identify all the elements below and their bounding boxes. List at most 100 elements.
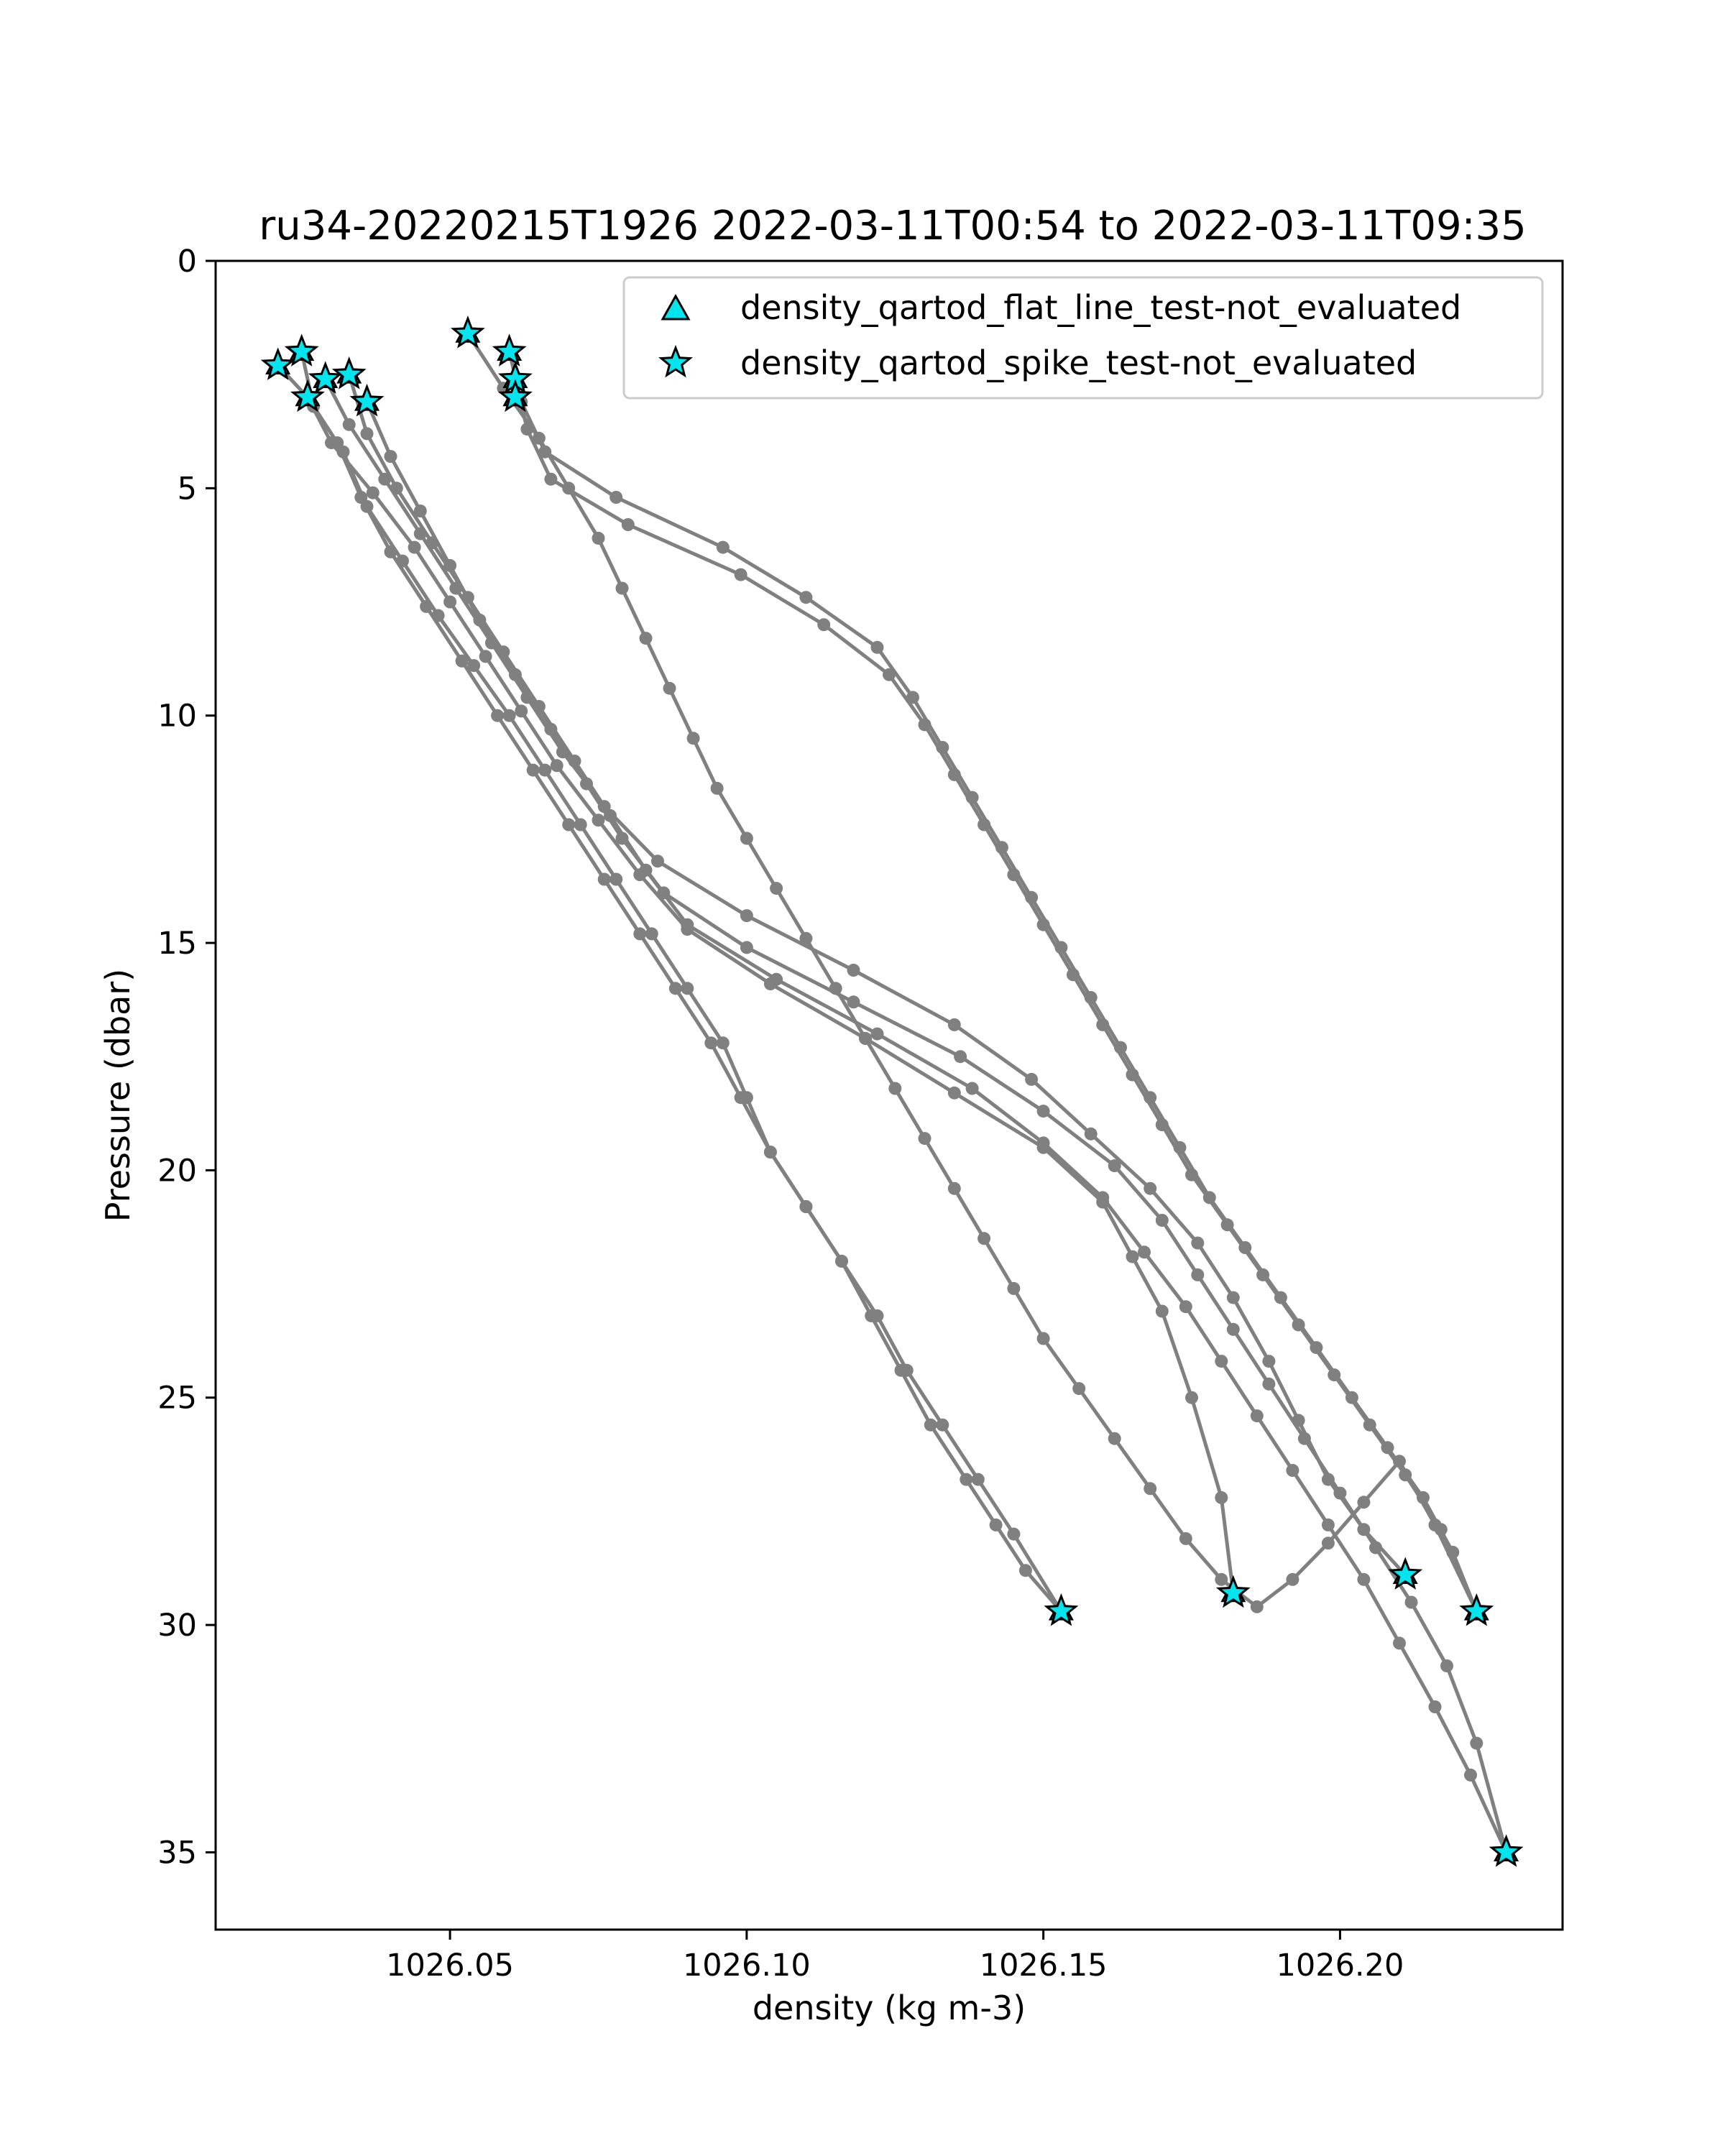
data-point: [1215, 1355, 1228, 1368]
data-point: [740, 909, 753, 923]
spike-star-marker: [1388, 1557, 1423, 1590]
data-point: [544, 722, 558, 736]
data-point: [1470, 1736, 1484, 1750]
data-point: [526, 763, 540, 777]
data-point: [1007, 1281, 1021, 1295]
data-point: [1036, 1105, 1050, 1118]
data-point: [1292, 1318, 1305, 1332]
data-point: [1144, 1482, 1157, 1496]
data-point: [1250, 1600, 1264, 1613]
data-point: [883, 668, 896, 681]
data-point: [770, 882, 783, 895]
data-point: [479, 650, 492, 663]
spike-star-marker: [1489, 1834, 1524, 1867]
spike-star-marker: [1215, 1575, 1251, 1608]
data-point: [615, 581, 629, 595]
data-point: [1440, 1659, 1453, 1672]
data-point: [1155, 1304, 1169, 1318]
data-point: [491, 709, 505, 722]
qc-markers: [260, 315, 1524, 1867]
data-point: [1399, 1468, 1412, 1482]
data-point: [960, 1473, 973, 1486]
y-tick-label: 0: [178, 244, 197, 280]
data-point: [592, 814, 605, 827]
data-point: [799, 931, 813, 945]
data-point: [1357, 1572, 1371, 1586]
data-point: [947, 1181, 961, 1195]
data-point: [574, 818, 587, 831]
data-point: [965, 1082, 979, 1095]
data-point: [799, 1200, 813, 1213]
x-tick-label: 1026.20: [1276, 1948, 1404, 1984]
x-tick-label: 1026.05: [386, 1948, 514, 1984]
data-point: [716, 1036, 730, 1050]
axes-frame: [214, 259, 1564, 1931]
data-point: [870, 1027, 884, 1041]
data-point: [1126, 1068, 1139, 1082]
data-point: [918, 1132, 932, 1146]
data-point: [740, 831, 753, 845]
data-point: [1066, 968, 1080, 982]
data-point: [835, 1254, 848, 1268]
legend-star-marker: [658, 344, 693, 378]
legend-box: [622, 276, 1544, 400]
y-tick-label: 30: [157, 1608, 197, 1644]
data-point: [829, 982, 842, 995]
data-point: [1297, 1432, 1311, 1445]
data-point: [580, 777, 593, 791]
data-point: [1369, 1541, 1382, 1554]
data-point: [325, 436, 338, 450]
data-point: [1108, 1432, 1121, 1445]
spike-star-marker: [450, 315, 485, 349]
y-tick-label: 20: [157, 1153, 197, 1189]
spike-star-marker: [284, 333, 319, 367]
data-point: [817, 618, 831, 632]
data-point: [1286, 1464, 1300, 1477]
data-point: [870, 640, 884, 654]
data-point: [1393, 1636, 1406, 1650]
x-tick-label: 1026.15: [980, 1948, 1108, 1984]
data-point: [710, 781, 724, 795]
data-point: [645, 927, 658, 941]
data-point: [1072, 1382, 1086, 1396]
data-point: [1357, 1496, 1371, 1509]
data-point: [763, 1146, 777, 1159]
data-point: [1434, 1523, 1448, 1537]
data-point: [342, 418, 356, 431]
data-point: [1185, 1391, 1198, 1404]
data-point: [1138, 1245, 1151, 1259]
legend-entry-flat-line: density_qartod_flat_line_test-not_evalua…: [740, 288, 1461, 327]
data-point: [668, 982, 682, 995]
data-point: [770, 972, 783, 986]
data-point: [734, 1091, 748, 1105]
data-point: [508, 668, 522, 681]
data-point: [686, 732, 700, 745]
data-point: [1262, 1355, 1276, 1368]
data-point: [515, 704, 528, 718]
data-point: [847, 995, 860, 1009]
data-point: [978, 1232, 991, 1245]
data-point: [610, 872, 623, 886]
data-point: [1096, 1191, 1110, 1204]
y-tick-label: 25: [157, 1381, 197, 1416]
data-point: [1007, 868, 1021, 882]
data-point: [663, 681, 676, 695]
data-point: [1404, 1595, 1418, 1609]
data-point: [639, 632, 653, 645]
data-point: [1155, 1118, 1169, 1132]
data-point: [936, 1418, 949, 1432]
legend-star-shape: [658, 344, 693, 378]
spike-star-marker: [1044, 1593, 1079, 1626]
data-point: [538, 445, 552, 459]
data-point: [1363, 1418, 1376, 1432]
data-point: [621, 518, 635, 531]
data-point: [1179, 1300, 1192, 1314]
spike-star-marker: [349, 383, 385, 417]
data-point: [1428, 1700, 1442, 1713]
data-point: [1179, 1531, 1192, 1545]
data-point: [384, 450, 397, 464]
data-point: [443, 558, 457, 572]
spike-star-marker: [308, 361, 343, 394]
data-point: [1215, 1491, 1228, 1504]
data-point: [413, 505, 427, 517]
